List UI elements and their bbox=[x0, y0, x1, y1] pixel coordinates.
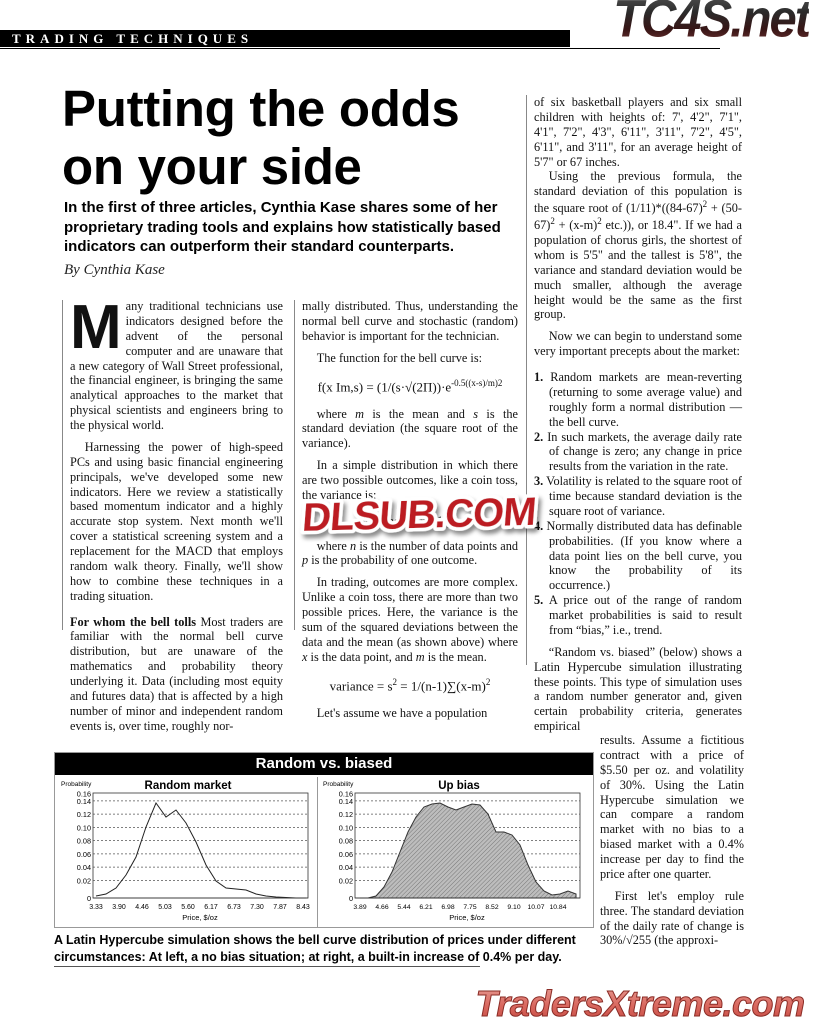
svg-text:5.03: 5.03 bbox=[158, 904, 172, 911]
svg-text:9.10: 9.10 bbox=[507, 904, 520, 911]
svg-text:Probability: Probability bbox=[61, 781, 92, 788]
svg-text:6.98: 6.98 bbox=[441, 904, 454, 911]
svg-text:Price, $/oz: Price, $/oz bbox=[182, 913, 218, 922]
svg-text:0.02: 0.02 bbox=[77, 876, 91, 885]
svg-text:5.60: 5.60 bbox=[181, 904, 195, 911]
svg-text:DLSUB.COM: DLSUB.COM bbox=[301, 490, 538, 540]
svg-text:3.33: 3.33 bbox=[89, 904, 103, 911]
svg-text:0.08: 0.08 bbox=[77, 837, 91, 846]
svg-text:6.21: 6.21 bbox=[419, 904, 432, 911]
svg-text:3.89: 3.89 bbox=[353, 904, 366, 911]
svg-text:6.73: 6.73 bbox=[227, 904, 241, 911]
svg-text:0.08: 0.08 bbox=[339, 837, 353, 846]
svg-text:0.12: 0.12 bbox=[77, 810, 91, 819]
svg-text:0.10: 0.10 bbox=[339, 823, 353, 832]
svg-text:TradersXtreme.com: TradersXtreme.com bbox=[476, 983, 805, 1024]
svg-text:8.43: 8.43 bbox=[296, 904, 310, 911]
svg-text:0.02: 0.02 bbox=[339, 876, 353, 885]
svg-text:4.66: 4.66 bbox=[375, 904, 388, 911]
svg-text:7.87: 7.87 bbox=[273, 904, 287, 911]
svg-text:0.16: 0.16 bbox=[77, 790, 91, 799]
svg-text:0.06: 0.06 bbox=[77, 850, 91, 859]
svg-text:0.12: 0.12 bbox=[339, 810, 353, 819]
svg-text:4.46: 4.46 bbox=[135, 904, 149, 911]
svg-text:Probability: Probability bbox=[323, 781, 354, 788]
svg-text:Random market: Random market bbox=[145, 780, 232, 792]
svg-text:0.04: 0.04 bbox=[339, 863, 353, 872]
svg-text:Price, $/oz: Price, $/oz bbox=[449, 913, 485, 922]
svg-text:0.10: 0.10 bbox=[77, 823, 91, 832]
svg-text:7.75: 7.75 bbox=[463, 904, 476, 911]
svg-text:6.17: 6.17 bbox=[204, 904, 218, 911]
svg-text:Up bias: Up bias bbox=[438, 780, 480, 792]
svg-text:0: 0 bbox=[349, 894, 353, 903]
svg-text:3.90: 3.90 bbox=[112, 904, 126, 911]
svg-text:10.84: 10.84 bbox=[549, 904, 566, 911]
svg-text:8.52: 8.52 bbox=[485, 904, 498, 911]
svg-text:0: 0 bbox=[87, 894, 91, 903]
svg-text:5.44: 5.44 bbox=[397, 904, 410, 911]
svg-text:0.04: 0.04 bbox=[77, 863, 91, 872]
svg-text:7.30: 7.30 bbox=[250, 904, 264, 911]
svg-text:10.07: 10.07 bbox=[527, 904, 544, 911]
svg-text:0.16: 0.16 bbox=[339, 790, 353, 799]
svg-text:0.06: 0.06 bbox=[339, 850, 353, 859]
